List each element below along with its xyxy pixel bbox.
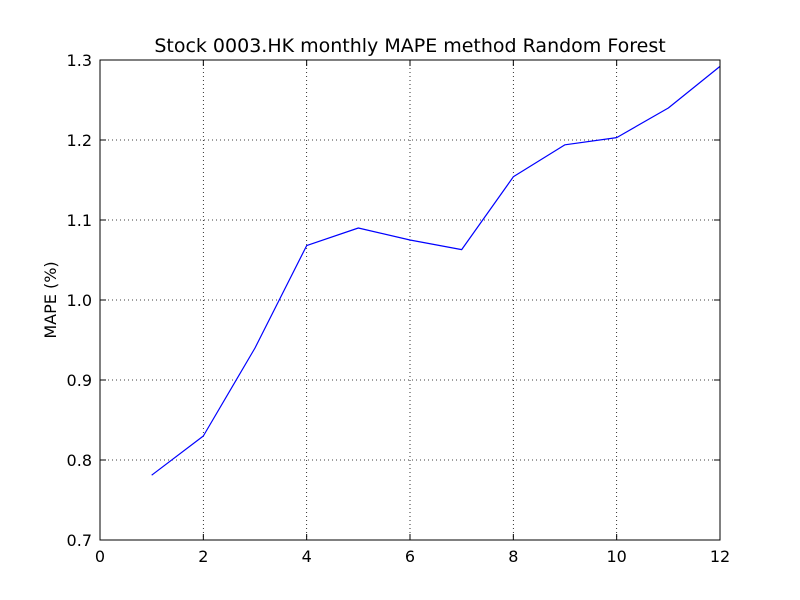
chart-title: Stock 0003.HK monthly MAPE method Random… — [154, 35, 665, 57]
y-tick-label: 0.7 — [67, 531, 92, 550]
x-tick-label: 0 — [95, 547, 105, 566]
y-tick-label: 0.9 — [67, 371, 92, 390]
x-tick-label: 2 — [198, 547, 208, 566]
y-tick-label: 1.3 — [67, 51, 92, 70]
y-tick-label: 1.1 — [67, 211, 92, 230]
x-tick-label: 12 — [710, 547, 730, 566]
y-tick-label: 1.0 — [67, 291, 92, 310]
ticks: 0 2 4 6 8 10 12 0.7 0.8 0.9 1.0 1.1 1.2 1.3 — [67, 51, 731, 566]
series-layer — [151, 65, 721, 476]
y-tick-label: 0.8 — [67, 451, 92, 470]
x-tick-label: 8 — [508, 547, 518, 566]
y-tick-label: 1.2 — [67, 131, 92, 150]
series-line — [151, 65, 721, 476]
grid — [100, 60, 720, 540]
x-tick-label: 6 — [405, 547, 415, 566]
y-axis-label: MAPE (%) — [41, 261, 60, 338]
x-tick-label: 4 — [302, 547, 312, 566]
x-tick-label: 10 — [606, 547, 626, 566]
